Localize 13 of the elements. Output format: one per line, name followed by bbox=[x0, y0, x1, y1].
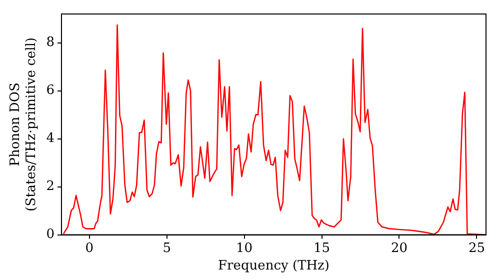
x-tick-label: 10 bbox=[236, 240, 253, 256]
y-tick-label: 0 bbox=[46, 227, 54, 242]
x-tick-label: 25 bbox=[468, 240, 485, 256]
y-tick-label: 6 bbox=[46, 83, 54, 98]
x-tick-label: 20 bbox=[390, 240, 408, 256]
x-tick-label: 0 bbox=[85, 240, 94, 256]
y-tick-label: 2 bbox=[46, 179, 54, 194]
x-tick-label: 15 bbox=[313, 240, 330, 256]
y-axis-title: Phonon DOS (States/THz·primitive cell) bbox=[8, 37, 39, 212]
x-axis-title: Frequency (THz) bbox=[218, 258, 330, 274]
x-tick-label: 5 bbox=[162, 240, 171, 256]
y-tick-label: 4 bbox=[46, 131, 54, 146]
y-tick-label: 8 bbox=[46, 35, 54, 50]
